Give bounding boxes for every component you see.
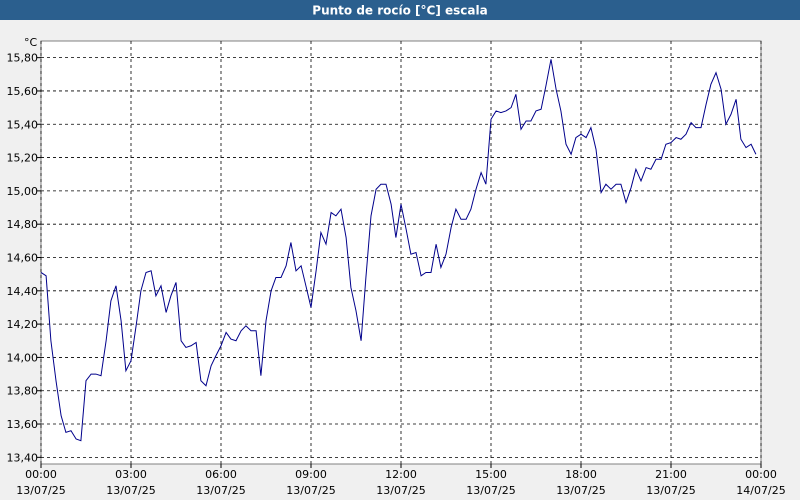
x-tick-label: 21:00: [655, 468, 687, 481]
y-tick-label: 15,40: [7, 118, 39, 131]
x-tick-label: 18:00: [565, 468, 597, 481]
x-tick-date: 13/07/25: [556, 484, 605, 497]
x-tick-label: 03:00: [115, 468, 147, 481]
y-tick-label: 14,20: [7, 318, 39, 331]
y-tick-label: 15,60: [7, 85, 39, 98]
x-tick-label: 00:00: [25, 468, 57, 481]
x-tick-date: 13/07/25: [286, 484, 335, 497]
x-tick-label: 15:00: [475, 468, 507, 481]
y-unit: °C: [24, 36, 38, 49]
y-tick-label: 13,80: [7, 385, 39, 398]
y-tick-label: 15,20: [7, 152, 39, 165]
title-bar: [0, 0, 800, 20]
x-tick-date: 13/07/25: [196, 484, 245, 497]
data-line: [40, 59, 757, 442]
x-tick-label: 12:00: [385, 468, 417, 481]
x-tick-label: 00:00: [745, 468, 777, 481]
y-tick-label: 14,60: [7, 251, 39, 264]
x-tick-date: 13/07/25: [106, 484, 155, 497]
y-tick-label: 13,40: [7, 451, 39, 464]
x-tick-date: 13/07/25: [466, 484, 515, 497]
y-tick-label: 14,80: [7, 218, 39, 231]
x-tick-label: 06:00: [205, 468, 237, 481]
x-tick-date: 13/07/25: [376, 484, 425, 497]
x-tick-label: 09:00: [295, 468, 327, 481]
y-tick-label: 15,80: [7, 52, 39, 65]
x-tick-date: 14/07/25: [736, 484, 785, 497]
y-tick-label: 13,60: [7, 418, 39, 431]
chart-title: Punto de rocío [°C] escala: [312, 4, 487, 18]
y-tick-label: 15,00: [7, 185, 39, 198]
y-tick-label: 14,40: [7, 285, 39, 298]
x-tick-date: 13/07/25: [16, 484, 65, 497]
y-tick-label: 14,00: [7, 351, 39, 364]
x-tick-date: 13/07/25: [646, 484, 695, 497]
